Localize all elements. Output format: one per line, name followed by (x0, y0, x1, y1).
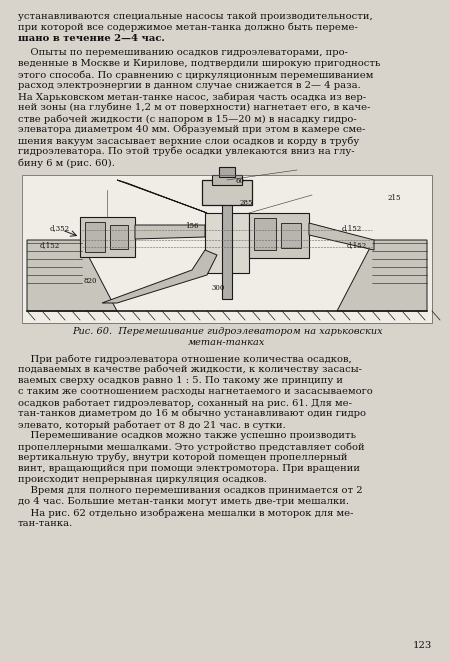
Text: пропеллерными мешалками. Это устройство представляет собой: пропеллерными мешалками. Это устройство … (18, 442, 364, 451)
Bar (85, 222, 105, 252)
Text: этого способа. По сравнению с циркуляционным перемешиванием: этого способа. По сравнению с циркуляцио… (18, 70, 373, 79)
Text: На рис. 62 отдельно изображена мешалки в моторок для ме-: На рис. 62 отдельно изображена мешалки в… (18, 508, 354, 518)
Text: гидроэлеватора. По этой трубе осадки увлекаются вниз на глу-: гидроэлеватора. По этой трубе осадки увл… (18, 147, 355, 156)
Bar (205, 213, 249, 273)
Text: шения вакуум засасывает верхние слои осадков и корду в трубу: шения вакуум засасывает верхние слои оса… (18, 136, 359, 146)
Text: Опыты по перемешиванию осадков гидроэлеваторами, про-: Опыты по перемешиванию осадков гидроэлев… (18, 48, 348, 57)
Bar (22, 175, 432, 323)
Polygon shape (27, 240, 117, 311)
Text: при которой все содержимое метан-танка должно быть переме-: при которой все содержимое метан-танка д… (18, 23, 358, 32)
Text: Рис. 60.  Перемешивание гидроэлеватором на харьковских: Рис. 60. Перемешивание гидроэлеватором н… (72, 327, 382, 336)
Bar (80, 217, 135, 257)
Bar (22, 175, 432, 323)
Text: ваемых сверху осадков равно 1 : 5. По такому же принципу и: ваемых сверху осадков равно 1 : 5. По та… (18, 376, 343, 385)
Polygon shape (337, 240, 427, 311)
Bar (202, 180, 252, 205)
Bar (110, 225, 128, 249)
Text: бину 6 м (рис. 60).: бину 6 м (рис. 60). (18, 158, 115, 167)
Text: устанавливаются специальные насосы такой производительности,: устанавливаются специальные насосы такой… (18, 12, 373, 21)
Text: Перемешивание осадков можно также успешно производить: Перемешивание осадков можно также успешн… (18, 431, 356, 440)
Text: d,152: d,152 (342, 224, 362, 232)
Text: При работе гидроэлеватора отношение количества осадков,: При работе гидроэлеватора отношение коли… (18, 354, 352, 363)
Text: 820: 820 (84, 277, 98, 285)
Text: 60: 60 (235, 177, 244, 185)
Text: вертикальную трубу, внутри которой помещен пропеллерный: вертикальную трубу, внутри которой помещ… (18, 453, 347, 463)
Text: осадков работает гидроэлеватор, соханный на рис. 61. Для ме-: осадков работает гидроэлеватор, соханный… (18, 398, 352, 408)
Text: расход электроэнергии в данном случае снижается в 2— 4 раза.: расход электроэнергии в данном случае сн… (18, 81, 361, 90)
Polygon shape (135, 225, 205, 239)
Text: элевато, который работает от 8 до 21 час. в сутки.: элевато, который работает от 8 до 21 час… (18, 420, 286, 430)
Text: тан-танка.: тан-танка. (18, 519, 73, 528)
Text: происходит непрерывная циркуляция осадков.: происходит непрерывная циркуляция осадко… (18, 475, 267, 484)
Text: ней зоны (на глубине 1,2 м от поверхности) нагнетает его, в каче-: ней зоны (на глубине 1,2 м от поверхност… (18, 103, 370, 113)
Text: На Харьковском метан-танке насос, забирая часть осадка из вер-: На Харьковском метан-танке насос, забира… (18, 92, 366, 101)
Text: тан-танков диаметром до 16 м обычно устанавливают один гидро: тан-танков диаметром до 16 м обычно уста… (18, 409, 366, 418)
Text: 123: 123 (413, 641, 432, 650)
Bar (222, 183, 232, 299)
Text: d,152: d,152 (347, 241, 367, 249)
Bar (219, 167, 235, 177)
Text: подаваемых в качестве рабочей жидкости, к количеству засасы-: подаваемых в качестве рабочей жидкости, … (18, 365, 362, 375)
Bar (212, 175, 242, 185)
Text: 156: 156 (185, 222, 198, 230)
Text: метан-танках: метан-танках (188, 338, 266, 347)
Text: d,152: d,152 (40, 241, 60, 249)
Text: с таким же соотношением расходы нагнетаемого и засасываемого: с таким же соотношением расходы нагнетае… (18, 387, 373, 396)
Bar (249, 213, 309, 258)
Text: 285: 285 (239, 199, 252, 207)
Polygon shape (102, 250, 217, 303)
Text: до 4 час. Большие метан-танки могут иметь две-три мешалки.: до 4 час. Большие метан-танки могут имет… (18, 497, 349, 506)
Text: Время для полного перемешивания осадков принимается от 2: Время для полного перемешивания осадков … (18, 486, 363, 495)
Text: шано в течение 2—4 час.: шано в течение 2—4 час. (18, 34, 165, 43)
Bar (281, 223, 301, 248)
Text: элеватора диаметром 40 мм. Образуемый при этом в камере сме-: элеватора диаметром 40 мм. Образуемый пр… (18, 125, 365, 134)
Text: d,352: d,352 (50, 224, 70, 232)
Text: 215: 215 (387, 194, 400, 202)
Polygon shape (117, 180, 207, 213)
Text: 300: 300 (212, 284, 225, 292)
Text: стве рабочей жидкости (с напором в 15—20 м) в насадку гидро-: стве рабочей жидкости (с напором в 15—20… (18, 114, 357, 124)
Polygon shape (309, 223, 374, 250)
Text: веденные в Москве и Кирилове, подтвердили широкую пригодность: веденные в Москве и Кирилове, подтвердил… (18, 59, 380, 68)
Text: винт, вращающийся при помощи электромотора. При вращении: винт, вращающийся при помощи электромото… (18, 464, 360, 473)
Bar (254, 218, 276, 250)
